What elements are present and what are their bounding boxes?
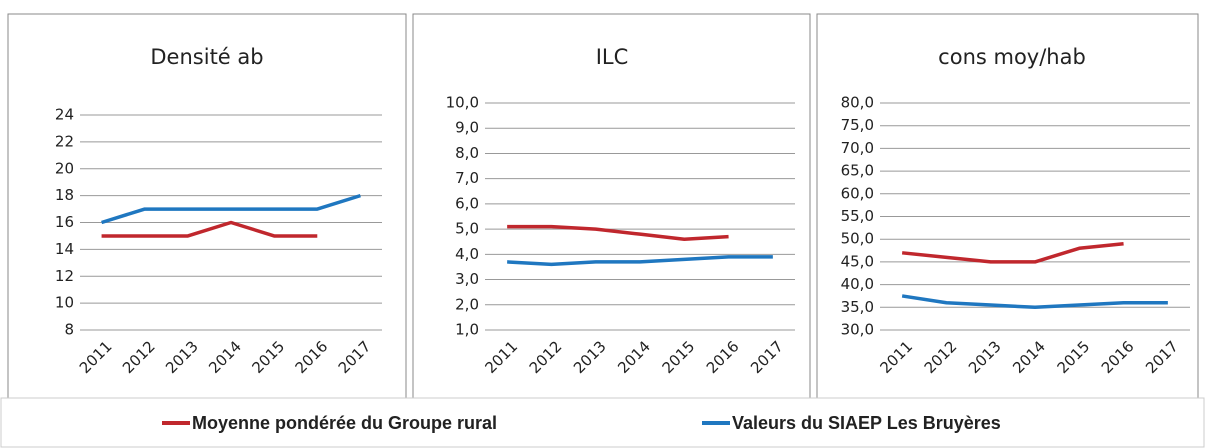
series-line xyxy=(507,255,773,267)
y-tick-label: 1,0 xyxy=(455,321,479,339)
y-tick-label: 65,0 xyxy=(841,162,874,180)
y-tick-label: 60,0 xyxy=(841,184,874,202)
y-tick-label: 35,0 xyxy=(841,298,874,316)
y-tick-label: 45,0 xyxy=(841,252,874,270)
legend-box xyxy=(0,397,1205,448)
legend-label: Moyenne pondérée du Groupe rural xyxy=(192,413,497,433)
series-line xyxy=(901,241,1124,264)
y-tick-label: 30,0 xyxy=(841,321,874,339)
chart-title: cons moy/hab xyxy=(938,45,1086,69)
y-tick-label: 24 xyxy=(55,106,74,124)
y-tick-label: 2,0 xyxy=(455,295,479,313)
y-tick-label: 75,0 xyxy=(841,116,874,134)
y-tick-label: 14 xyxy=(55,240,74,258)
y-tick-label: 5,0 xyxy=(455,220,479,238)
y-tick-label: 50,0 xyxy=(841,230,874,248)
y-tick-label: 20 xyxy=(55,159,74,177)
series-line xyxy=(507,224,729,241)
chart-title: ILC xyxy=(596,45,629,69)
y-tick-label: 7,0 xyxy=(455,169,479,187)
y-tick-label: 12 xyxy=(55,267,74,285)
y-tick-label: 80,0 xyxy=(841,94,874,112)
y-tick-label: 6,0 xyxy=(455,194,479,212)
y-tick-label: 9,0 xyxy=(455,119,479,137)
series-line xyxy=(901,294,1168,310)
y-tick-label: 40,0 xyxy=(841,275,874,293)
chart-title: Densité ab xyxy=(150,45,263,69)
series-line xyxy=(101,193,361,225)
y-tick-label: 10 xyxy=(55,294,74,312)
y-tick-label: 55,0 xyxy=(841,207,874,225)
y-tick-label: 4,0 xyxy=(455,245,479,263)
y-tick-label: 10,0 xyxy=(446,94,479,112)
y-tick-label: 8,0 xyxy=(455,144,479,162)
y-tick-label: 16 xyxy=(55,213,74,231)
y-tick-label: 3,0 xyxy=(455,270,479,288)
y-tick-label: 8 xyxy=(64,321,74,339)
y-tick-label: 70,0 xyxy=(841,139,874,157)
y-tick-label: 18 xyxy=(55,186,74,204)
series-line xyxy=(101,220,318,238)
legend-label: Valeurs du SIAEP Les Bruyères xyxy=(732,413,1001,433)
y-tick-label: 22 xyxy=(55,132,74,150)
